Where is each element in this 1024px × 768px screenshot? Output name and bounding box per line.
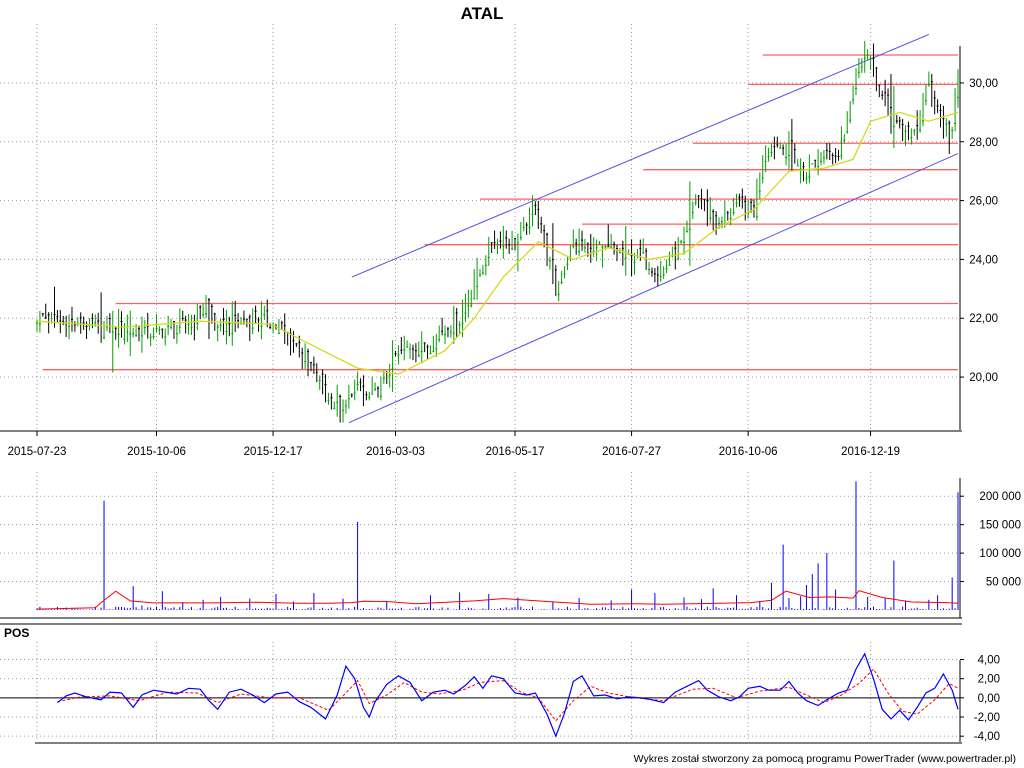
price-y-tick-label: 20,00: [969, 372, 998, 384]
trend-channel-line: [348, 153, 959, 424]
price-y-tick-label: 22,00: [969, 313, 998, 325]
footer-credit: Wykres został stworzony za pomocą progra…: [634, 753, 1016, 765]
price-y-tick-label: 30,00: [969, 78, 998, 90]
price-x-tick-label: 2016-10-06: [719, 446, 778, 458]
price-x-tick-label: 2016-07-27: [602, 446, 661, 458]
price-x-tick-label: 2015-10-06: [127, 446, 186, 458]
pos-y-tick-label: 0,00: [978, 693, 1000, 705]
price-x-tick-label: 2016-12-19: [841, 446, 900, 458]
pos-line: [57, 652, 959, 738]
volume-y-tick-label: 100 000: [979, 548, 1021, 560]
price-y-tick-label: 28,00: [969, 137, 998, 149]
price-x-tick-label: 2016-03-03: [366, 446, 425, 458]
price-y-tick-label: 26,00: [969, 196, 998, 208]
price-x-tick-label: 2016-05-17: [486, 446, 545, 458]
chart-title: ATAL: [461, 4, 504, 23]
moving-average-line: [36, 111, 959, 375]
price-x-tick-label: 2015-12-17: [244, 446, 303, 458]
volume-y-tick-label: 200 000: [979, 491, 1021, 503]
volume-panel: 50 000 100 000 150 000 200 000: [0, 472, 1021, 619]
volume-y-tick-label: 150 000: [979, 520, 1021, 532]
volume-y-tick-label: 50 000: [986, 577, 1021, 589]
pos-panel: POS 4,00 2,00 0,00 -2,00 -4,00: [0, 623, 1000, 744]
pos-signal-line: [57, 668, 959, 722]
volume-average-line: [36, 590, 959, 610]
pos-y-tick-label: -2,00: [974, 712, 1000, 724]
price-panel: 20,00 22,00 24,00 26,00 28,00 30,00 2015-07-23…: [0, 24, 998, 458]
price-x-tick-label: 2015-07-23: [8, 446, 67, 458]
pos-panel-title: POS: [4, 626, 29, 640]
pos-y-tick-label: 2,00: [978, 674, 1000, 686]
price-y-tick-label: 24,00: [969, 254, 998, 266]
trend-channel-line: [351, 33, 930, 278]
pos-y-tick-label: 4,00: [978, 655, 1000, 667]
pos-y-tick-label: -4,00: [974, 731, 1000, 743]
